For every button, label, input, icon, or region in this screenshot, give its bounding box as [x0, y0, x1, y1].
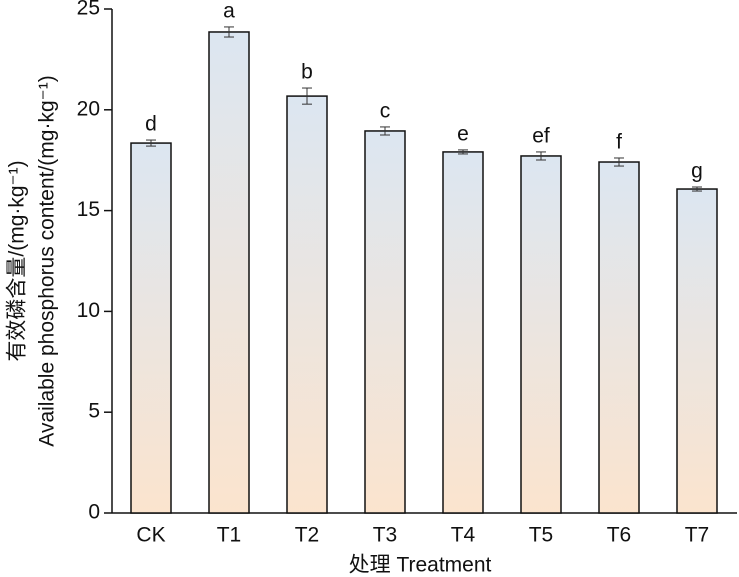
bar	[364, 130, 406, 514]
significance-label: f	[616, 131, 622, 154]
y-tick-label: 15	[77, 198, 100, 221]
y-tick-label: 20	[77, 97, 100, 120]
x-tick-label: T4	[451, 524, 476, 547]
significance-label: e	[457, 122, 469, 145]
x-tick-label: CK	[136, 524, 165, 547]
significance-label: c	[380, 99, 391, 122]
y-tick-label: 10	[77, 299, 100, 322]
x-tick-label: T3	[373, 524, 398, 547]
bar	[208, 31, 250, 514]
bar	[130, 142, 172, 514]
significance-label: a	[223, 0, 235, 22]
significance-label: g	[691, 160, 703, 183]
y-axis-title: 有效磷含量/(mg·kg⁻¹)	[6, 160, 29, 361]
y-tick-label: 25	[77, 0, 100, 20]
bar	[442, 151, 484, 514]
x-tick-label: T5	[529, 524, 554, 547]
x-tick-label: T1	[217, 524, 242, 547]
significance-label: ef	[532, 124, 550, 147]
x-tick-label: T2	[295, 524, 320, 547]
x-tick-label: T7	[685, 524, 710, 547]
bar	[676, 188, 718, 514]
bar	[598, 161, 640, 514]
bar	[286, 95, 328, 514]
significance-label: d	[145, 113, 157, 136]
bar	[520, 155, 562, 514]
x-axis-title: 处理 Treatment	[349, 554, 492, 577]
significance-label: b	[301, 61, 313, 84]
y-axis-title: Available phosphorus content/(mg·kg⁻¹)	[36, 75, 59, 446]
y-tick-label: 5	[88, 400, 100, 423]
y-tick-label: 0	[88, 501, 100, 524]
x-tick-label: T6	[607, 524, 632, 547]
